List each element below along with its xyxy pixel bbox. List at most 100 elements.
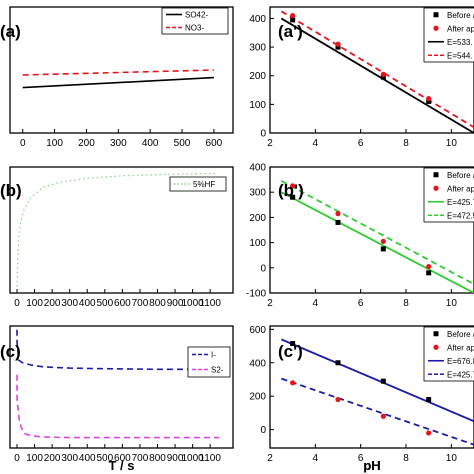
x-tick-label: 700 [132, 298, 149, 309]
legend-box [161, 7, 229, 35]
point-before [335, 44, 341, 50]
legend-label: E=425.7 [447, 370, 474, 379]
x-tick-label: 200 [44, 298, 61, 309]
x-tick-label: 4 [313, 298, 319, 309]
plot-frame [9, 6, 234, 134]
x-tick-label: 500 [96, 453, 113, 464]
point-after [290, 183, 296, 189]
panel-0: 0 100 200 300 400 500 600 SO42- NO3- (a) [0, 6, 234, 149]
legend: Before a After ap E=676.8 E=425.7 [423, 326, 474, 382]
plot-frame [269, 166, 474, 294]
legend-box [423, 167, 474, 223]
panel-4: 2 4 6 8 10 -100 0 100 200 300 400 Before a After ap E… [246, 163, 474, 309]
legend-swatch [433, 172, 439, 178]
x-tick-label: 8 [403, 298, 409, 309]
legend-swatch [433, 331, 439, 337]
panel-label: (c) [0, 342, 21, 361]
fit-line-0 [280, 338, 474, 423]
plot-frame [9, 325, 234, 449]
x-tick-label: 0 [20, 138, 26, 149]
fit-line-0 [280, 191, 474, 293]
point-before [290, 341, 296, 347]
x-tick-label: 1000 [181, 453, 204, 464]
plot-frame [9, 166, 234, 294]
legend-box [187, 346, 231, 378]
x-tick-label: 400 [79, 298, 96, 309]
x-tick-label: 4 [313, 453, 319, 464]
point-before [380, 74, 386, 80]
point-after [426, 96, 432, 102]
legend-label: SO42- [185, 11, 208, 20]
x-tick-label: 900 [167, 453, 184, 464]
legend-label: After ap [447, 343, 474, 352]
y-tick-label: 400 [249, 163, 266, 174]
x-tick-label: 0 [14, 453, 20, 464]
legend-box [423, 326, 474, 382]
x-tick-label: 100 [26, 453, 43, 464]
x-tick-label: 8 [403, 138, 409, 149]
point-after [335, 41, 341, 47]
x-axis-label: T / s [108, 458, 134, 473]
data-layer [16, 172, 216, 287]
data-layer [22, 69, 214, 89]
legend-label: Before a [447, 171, 474, 180]
point-before [290, 17, 296, 23]
x-tick-label: 200 [44, 453, 61, 464]
point-after [426, 430, 432, 436]
x-tick-label: 100 [46, 138, 63, 149]
legend-swatch [433, 25, 439, 31]
legend: 5%HF [169, 176, 227, 192]
panel-label: (c') [278, 342, 303, 361]
x-tick-label: 900 [167, 298, 184, 309]
point-after [290, 12, 296, 19]
x-tick-label: 2 [267, 453, 273, 464]
x-tick-label: 300 [110, 138, 127, 149]
legend-label: E=472.5 [447, 211, 474, 220]
point-before [426, 99, 432, 104]
legend-box [423, 7, 474, 63]
x-tick-label: 6 [358, 298, 364, 309]
y-tick-label: 200 [249, 71, 266, 82]
x-tick-label: 8 [403, 453, 409, 464]
x-tick-label: 1000 [181, 298, 204, 309]
fit-line-0 [280, 17, 474, 133]
x-tick-label: 0 [14, 298, 20, 309]
x-tick-label: 600 [114, 453, 131, 464]
point-after [380, 71, 386, 77]
x-tick-label: 10 [446, 298, 458, 309]
y-tick-label: -100 [246, 289, 266, 300]
y-tick-label: 400 [249, 358, 266, 369]
y-tick-label: 0 [260, 425, 266, 436]
x-tick-label: 700 [132, 453, 149, 464]
legend-label: 5%HF [193, 180, 215, 189]
point-before [290, 194, 296, 200]
legend: I- S2- [187, 346, 231, 378]
plot-frame [269, 6, 474, 134]
x-tick-label: 600 [114, 298, 131, 309]
panel-label: (b') [278, 181, 304, 200]
y-tick-label: 0 [260, 263, 266, 274]
point-before [426, 270, 432, 276]
x-tick-label: 1100 [199, 453, 221, 464]
plot-frame [269, 325, 474, 449]
legend-label: After ap [447, 184, 474, 193]
data-layer [16, 329, 219, 439]
point-after [290, 380, 296, 386]
x-axis-label: pH [363, 458, 380, 473]
x-tick-label: 800 [149, 453, 166, 464]
x-axis-label: pH [363, 458, 380, 473]
x-tick-label: 200 [78, 138, 95, 149]
panel-label: (a) [0, 22, 21, 41]
y-tick-label: 100 [249, 238, 266, 249]
x-tick-label: 1100 [199, 298, 221, 309]
point-before [426, 397, 432, 403]
point-before [380, 246, 386, 252]
point-after [380, 238, 386, 244]
x-tick-label: 10 [446, 453, 458, 464]
legend-label: E=676.8 [447, 357, 474, 366]
x-tick-label: 10 [446, 138, 458, 149]
y-tick-label: 300 [249, 43, 266, 54]
